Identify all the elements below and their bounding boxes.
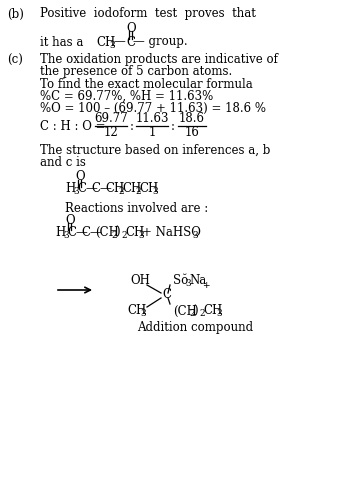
Text: (CH: (CH: [95, 225, 119, 238]
Text: C—: C—: [91, 183, 112, 196]
Text: 2: 2: [199, 309, 205, 318]
Text: 3: 3: [140, 309, 146, 318]
Text: + NaHSO: + NaHSO: [142, 225, 201, 238]
Text: — group.: — group.: [133, 36, 188, 48]
Text: C—: C—: [67, 225, 88, 238]
Text: C: C: [162, 289, 171, 301]
Text: Positive  iodoform  test  proves  that: Positive iodoform test proves that: [40, 8, 256, 21]
Text: Sŏ: Sŏ: [173, 275, 188, 288]
Text: Reactions involved are :: Reactions involved are :: [65, 202, 208, 214]
Text: CH: CH: [203, 304, 222, 317]
Text: it has a: it has a: [40, 36, 87, 48]
Text: 3: 3: [73, 188, 79, 197]
Text: the presence of 5 carbon atoms.: the presence of 5 carbon atoms.: [40, 65, 232, 78]
Text: ): ): [193, 304, 198, 317]
Text: (c): (c): [7, 53, 23, 66]
Text: 1: 1: [148, 126, 156, 139]
Text: +: +: [202, 281, 209, 290]
Text: %C = 69.77%, %H = 11.63%: %C = 69.77%, %H = 11.63%: [40, 90, 213, 103]
Text: 3: 3: [152, 188, 158, 197]
Text: 3: 3: [109, 41, 115, 49]
Text: CH: CH: [96, 36, 115, 48]
Text: 2: 2: [189, 309, 195, 318]
Text: OH: OH: [130, 275, 150, 288]
Text: H: H: [65, 183, 75, 196]
Text: ): ): [115, 225, 120, 238]
Text: (b): (b): [7, 8, 24, 21]
Text: CH: CH: [139, 183, 158, 196]
Text: CH: CH: [127, 304, 146, 317]
Text: and c is: and c is: [40, 155, 86, 169]
Text: 12: 12: [104, 126, 118, 139]
Text: 3: 3: [138, 230, 144, 239]
Text: The oxidation products are indicative of: The oxidation products are indicative of: [40, 53, 278, 66]
Text: %O = 100 – (69.77 + 11.63) = 18.6 %: %O = 100 – (69.77 + 11.63) = 18.6 %: [40, 102, 266, 115]
Text: :: :: [171, 120, 175, 132]
Text: C: C: [126, 36, 135, 48]
Text: C—: C—: [77, 183, 98, 196]
Text: 2: 2: [135, 188, 140, 197]
Text: —: —: [113, 36, 125, 48]
Text: H: H: [55, 225, 65, 238]
Text: 2: 2: [118, 188, 124, 197]
Text: Na: Na: [189, 275, 206, 288]
Text: 3: 3: [192, 230, 198, 239]
Text: C—: C—: [81, 225, 102, 238]
Text: 3: 3: [216, 309, 222, 318]
Text: CH: CH: [122, 183, 141, 196]
Text: C : H : O =: C : H : O =: [40, 120, 105, 132]
Text: 16: 16: [184, 126, 199, 139]
Text: CH: CH: [125, 225, 144, 238]
Text: O: O: [126, 22, 136, 35]
Text: The structure based on inferences a, b: The structure based on inferences a, b: [40, 143, 270, 156]
Text: 3: 3: [185, 280, 191, 289]
Text: To find the exact molecular formula: To find the exact molecular formula: [40, 77, 253, 91]
Text: 11.63: 11.63: [135, 113, 169, 126]
Text: 69.77: 69.77: [94, 113, 128, 126]
Text: 2: 2: [111, 230, 117, 239]
Text: CH: CH: [105, 183, 124, 196]
Text: :: :: [130, 120, 134, 132]
Text: O: O: [75, 171, 85, 184]
Text: 18.6: 18.6: [179, 113, 205, 126]
Text: 3: 3: [63, 230, 69, 239]
Text: O: O: [65, 213, 75, 226]
Text: (CH: (CH: [173, 304, 197, 317]
Text: Addition compound: Addition compound: [137, 320, 253, 333]
Text: 2: 2: [121, 230, 127, 239]
